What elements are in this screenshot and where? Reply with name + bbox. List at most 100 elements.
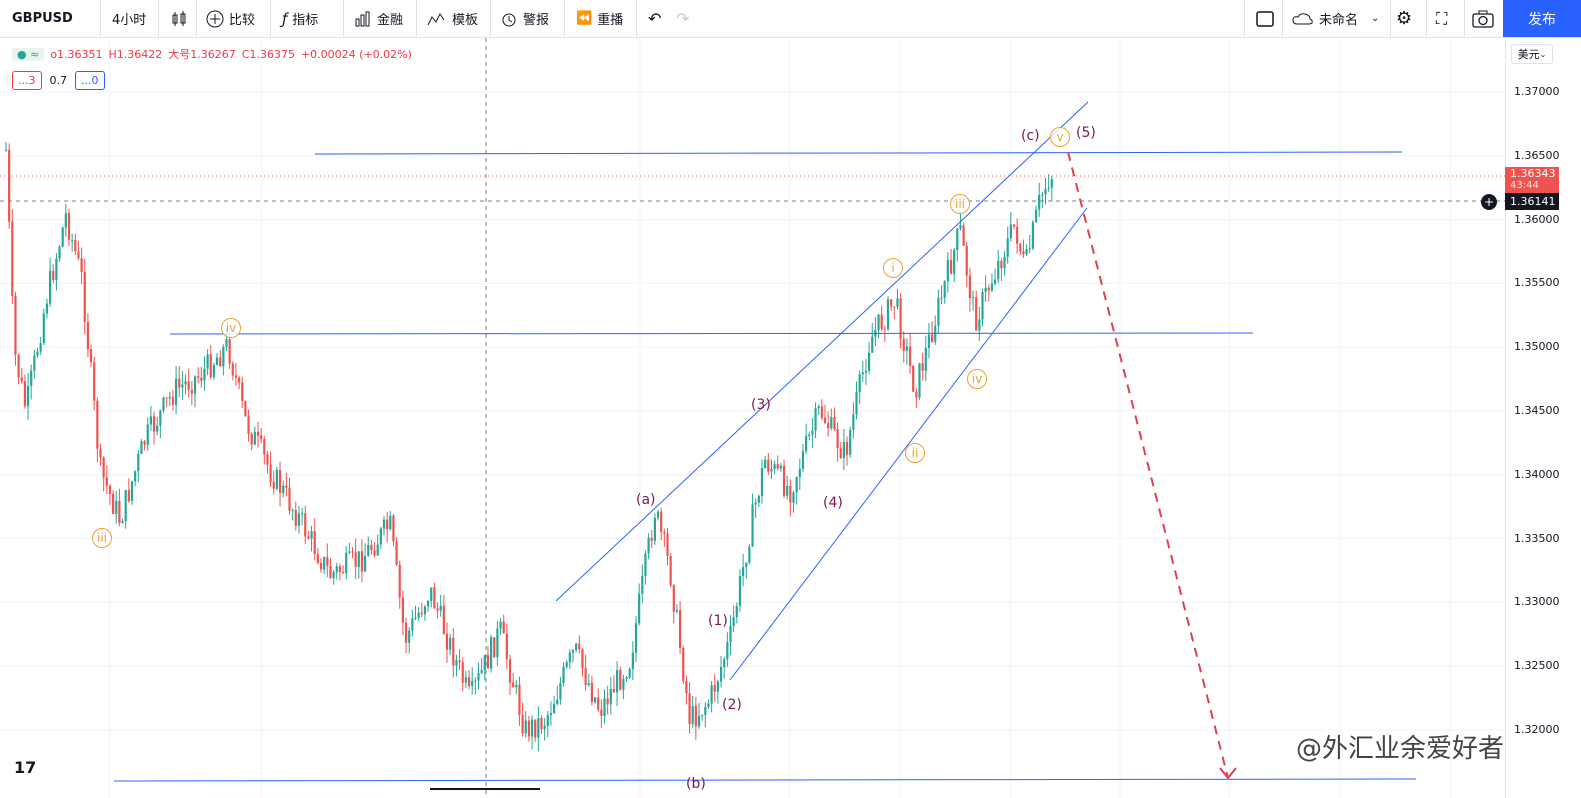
indicators-button[interactable]: ƒ 指标	[282, 0, 318, 37]
candle-body	[502, 621, 505, 634]
candle-body	[782, 465, 786, 496]
candle-body	[477, 672, 480, 681]
wave-label-iii2[interactable]: iii	[950, 194, 970, 214]
alerts-button[interactable]: 警报	[500, 0, 549, 37]
wave-label-w4[interactable]: (4)	[823, 495, 843, 511]
ohlc-legend: ● ≈ o1.36351 H1.36422 大号1.36267 C1.36375…	[12, 46, 412, 62]
price-chart[interactable]	[0, 38, 1505, 798]
wave-label-v[interactable]: v	[1050, 127, 1070, 147]
wave-label-w5[interactable]: (5)	[1076, 125, 1096, 141]
candle-body	[1034, 209, 1038, 223]
candle-body	[294, 510, 297, 526]
plus-circle-icon	[206, 10, 224, 27]
candle-body	[937, 297, 940, 326]
publish-button[interactable]: 发布	[1503, 0, 1581, 37]
candle-body	[373, 550, 376, 556]
finance-button[interactable]: 金融	[354, 0, 403, 37]
candle-body	[801, 451, 805, 469]
compare-label: 比较	[229, 13, 256, 28]
wave-label-a[interactable]: (a)	[636, 492, 656, 508]
candle-body	[319, 562, 323, 570]
candle-body	[742, 567, 745, 577]
symbol-search[interactable]: GBPUSD	[12, 11, 73, 26]
candle-body	[278, 469, 282, 494]
candle-body	[329, 565, 332, 578]
candle-body	[115, 500, 118, 514]
layout-menu[interactable]: 未命名 ⌄	[1292, 0, 1379, 37]
candle-body	[597, 697, 600, 710]
indicator-a[interactable]: ...3	[12, 71, 42, 90]
wave-label-iii[interactable]: iii	[92, 528, 112, 548]
templates-button[interactable]: 模板	[427, 0, 478, 37]
divider	[100, 0, 101, 37]
candle-body	[203, 368, 206, 381]
legend-open: o1.36351	[50, 47, 103, 61]
candle-body	[326, 557, 329, 566]
square-icon	[1256, 10, 1274, 27]
wave-label-w3[interactable]: (3)	[751, 397, 771, 413]
compare-button[interactable]: 比较	[206, 0, 255, 37]
candle-body	[770, 468, 773, 472]
candle-body	[949, 260, 953, 274]
wave-label-b[interactable]: (b)	[686, 776, 706, 792]
candle-body	[382, 519, 386, 529]
candle-body	[256, 431, 260, 436]
divider	[1426, 0, 1427, 37]
expand-button[interactable]: ⛶	[1436, 0, 1447, 37]
candle-body	[505, 633, 508, 660]
wave-label-w2[interactable]: (2)	[722, 697, 742, 713]
add-alert-button[interactable]: +	[1481, 194, 1497, 210]
indicator-b[interactable]: ...0	[75, 71, 105, 90]
price-axis-label: 1.34000	[1514, 467, 1560, 481]
candle-body	[890, 299, 893, 307]
replay-button[interactable]: ⏪ 重播	[576, 0, 623, 37]
divider	[1282, 0, 1283, 37]
wave-label-iv2[interactable]: iv	[967, 369, 987, 389]
candle-body	[231, 363, 234, 376]
candle-body	[893, 306, 896, 308]
candle-body	[603, 698, 606, 716]
candle-body	[99, 448, 102, 458]
candle-body	[411, 618, 414, 631]
candle-body	[754, 502, 757, 505]
candle-body	[845, 441, 849, 455]
bar-chart-icon	[355, 11, 370, 26]
chevron-down-icon: ⌄	[1539, 49, 1547, 59]
candle-body	[45, 303, 49, 314]
candle-body	[1044, 188, 1047, 195]
candle-body	[234, 375, 238, 378]
candle-body	[931, 334, 934, 342]
candle-body	[36, 351, 39, 356]
candle-body	[304, 513, 307, 537]
undo-button[interactable]: ↶	[648, 0, 661, 37]
redo-button[interactable]: ↷	[676, 0, 689, 37]
candle-body	[694, 706, 697, 727]
wave-label-w1[interactable]: (1)	[708, 613, 728, 629]
candle-body	[439, 605, 442, 611]
chart-type-button[interactable]	[170, 0, 188, 37]
candle-body	[751, 504, 754, 547]
candle-body	[691, 706, 694, 725]
candle-body	[764, 459, 767, 469]
snapshot-button[interactable]	[1472, 0, 1494, 37]
divider	[1244, 0, 1245, 37]
candle-body	[222, 346, 225, 367]
settings-button[interactable]: ⚙	[1396, 0, 1412, 37]
candle-body	[549, 713, 553, 716]
wave-label-ii[interactable]: ii	[905, 443, 925, 463]
eye-icon[interactable]: ● ≈	[12, 47, 45, 61]
currency-button[interactable]: 美元 ⌄	[1511, 44, 1553, 64]
candle-body	[499, 621, 502, 629]
price-axis[interactable]: 1.37000 1.36500 1.36000 1.35500 1.35000 1.345…	[1505, 38, 1581, 798]
tradingview-logo[interactable]: 𝟭𝟳	[14, 758, 37, 777]
interval-button[interactable]: 4小时	[112, 13, 147, 28]
wave-label-i[interactable]: i	[883, 258, 903, 278]
wave-label-c[interactable]: (c)	[1021, 128, 1040, 144]
wave-label-iv[interactable]: iv	[221, 318, 241, 338]
candle-body	[587, 683, 590, 685]
fullscreen-toggle[interactable]	[1256, 0, 1274, 37]
chart-pane[interactable]	[0, 38, 1505, 798]
candle-body	[23, 381, 26, 407]
candle-body	[571, 650, 575, 653]
candle-body	[905, 346, 908, 351]
